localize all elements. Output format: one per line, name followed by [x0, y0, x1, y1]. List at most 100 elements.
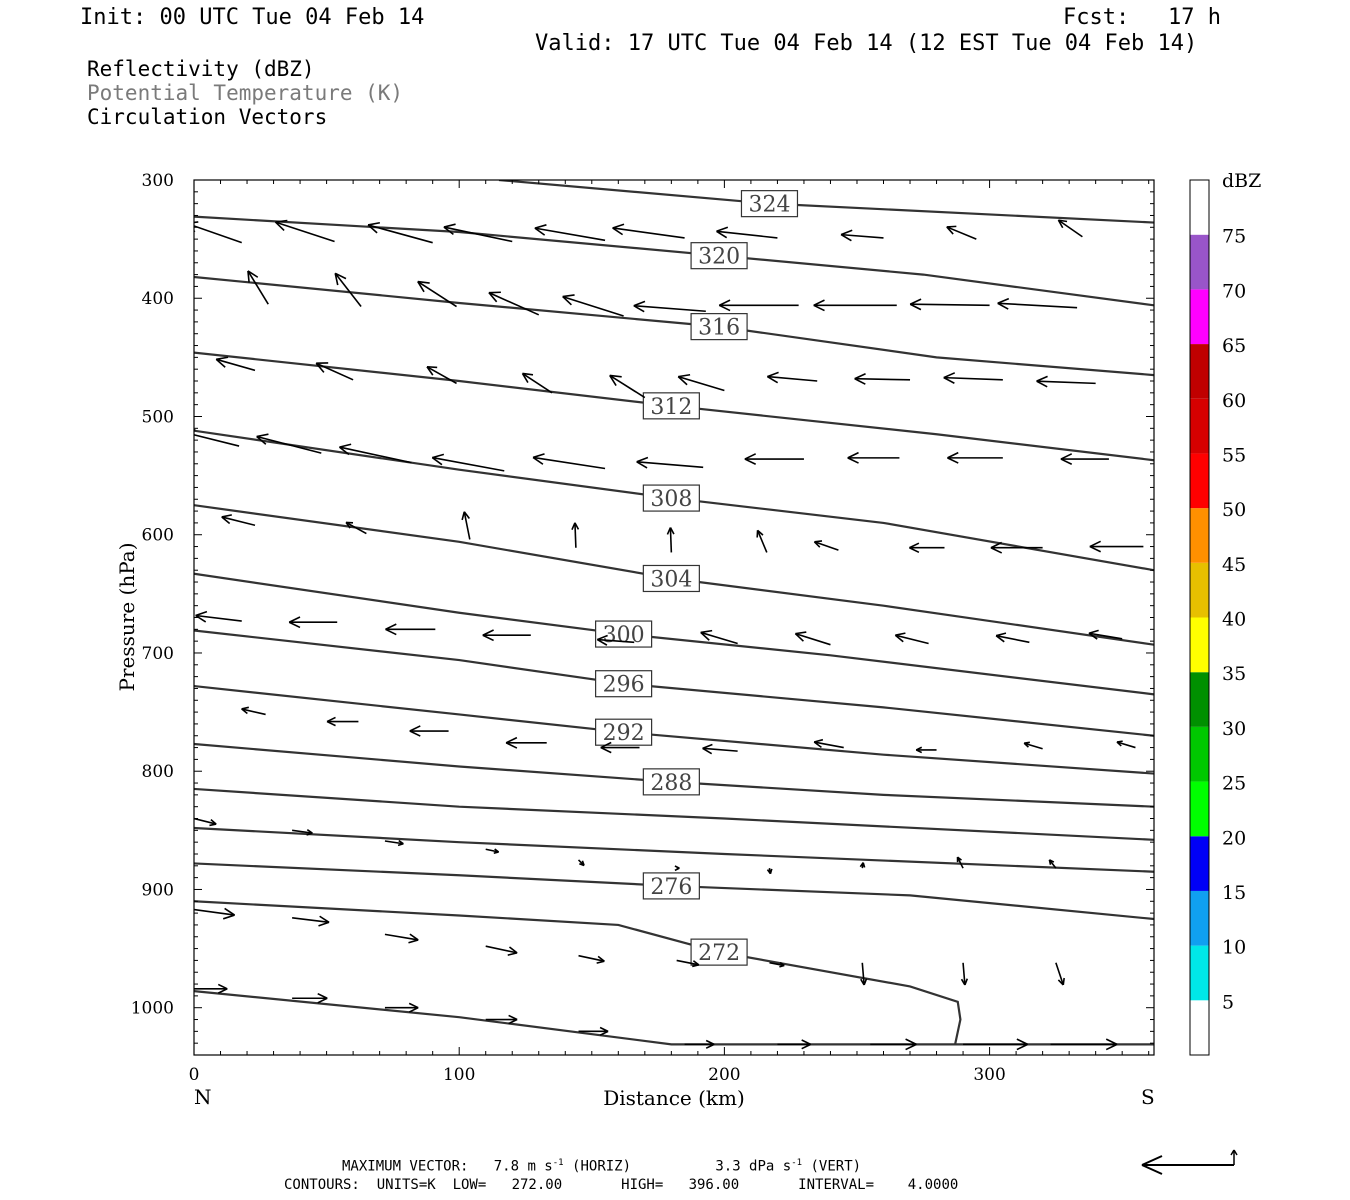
theta-contour — [194, 275, 1154, 377]
contour-label-box — [595, 620, 653, 648]
colorbar-level-label: 35 — [1222, 663, 1246, 685]
colorbar-segment — [1190, 234, 1209, 290]
contour-label-box — [595, 718, 653, 746]
circulation-vector — [443, 223, 513, 243]
colorbar-level-label: 15 — [1222, 882, 1246, 904]
colorbar-segment — [1190, 945, 1209, 1001]
y-tick-label: 1000 — [131, 999, 174, 1019]
axes: 300 400 500 600 700 800 900 1000 0 100 200 300 — [131, 171, 1155, 1085]
max-vector-label: MAXIMUM VECTOR: — [342, 1158, 469, 1175]
y-tick-label: 400 — [142, 289, 174, 309]
contour-label: 316 — [698, 316, 740, 341]
circulation-vector — [338, 443, 412, 464]
circulation-vector — [870, 1038, 917, 1051]
contour-info-line: CONTOURS: UNITS=K LOW= 272.00 HIGH= 396.… — [284, 1177, 959, 1193]
circulation-vector — [674, 865, 680, 872]
field-circulation-vectors: Circulation Vectors — [87, 105, 328, 129]
contour-label: 312 — [650, 395, 692, 420]
circulation-vector — [385, 623, 436, 636]
circulation-vector — [859, 862, 866, 869]
contour-label: 324 — [748, 193, 790, 218]
x-tick-label: 100 — [443, 1065, 475, 1085]
circulation-vector — [700, 629, 738, 645]
circulation-vector — [813, 540, 839, 551]
theta-contour — [194, 826, 1154, 873]
colorbar-segment — [1190, 562, 1209, 618]
circulation-vector — [702, 743, 738, 755]
circulation-vector — [963, 1038, 1029, 1051]
x-tick-label: 0 — [189, 1065, 200, 1085]
colorbar-segment — [1190, 1000, 1209, 1055]
circulation-vector — [813, 299, 897, 312]
colorbar-level-label: 10 — [1222, 937, 1246, 959]
field-potential-temperature: Potential Temperature (K) — [87, 81, 404, 105]
theta-contour — [194, 684, 1154, 775]
contour-label: 288 — [650, 771, 692, 796]
circulation-vector — [943, 372, 1003, 384]
colorbar-level-label: 50 — [1222, 499, 1246, 521]
colorbar-segment — [1190, 344, 1209, 399]
circulation-vector — [1036, 375, 1096, 388]
circulation-vector — [894, 632, 929, 645]
circulation-vector — [485, 945, 518, 956]
circulation-vector — [292, 829, 313, 836]
circulation-vector — [461, 511, 471, 540]
contour-label-box — [690, 242, 748, 270]
circulation-vector — [194, 983, 228, 994]
y-tick-label: 700 — [142, 644, 174, 664]
circulation-vector — [1048, 859, 1057, 869]
circulation-vector — [1057, 219, 1083, 238]
colorbar-title: dBZ — [1222, 170, 1261, 192]
circulation-vector — [345, 521, 367, 535]
y-tick-label: 500 — [142, 407, 174, 427]
y-tick-label: 600 — [142, 526, 174, 546]
circulation-vector — [417, 280, 457, 308]
contour-label-box — [740, 190, 799, 218]
circulation-vector — [915, 746, 937, 754]
circulation-vector — [854, 372, 911, 385]
max-horiz-exp: -1 — [552, 1158, 564, 1168]
circulation-vector — [532, 453, 606, 470]
contour-label: 320 — [698, 245, 740, 270]
colorbar-segment — [1190, 453, 1209, 509]
circulation-vector — [577, 859, 585, 867]
contour-label: 292 — [603, 721, 645, 746]
circulation-vector — [1050, 1038, 1118, 1051]
circulation-vector — [274, 219, 335, 243]
circulation-vector — [241, 706, 266, 716]
colorbar-segment — [1190, 289, 1209, 345]
circulation-vector — [194, 428, 240, 447]
colorbar-level-label: 30 — [1222, 718, 1246, 740]
contour-label-box — [642, 768, 700, 796]
max-vector-line: MAXIMUM VECTOR: 7.8 m s-1 (HORIZ) 3.3 dP… — [342, 1158, 861, 1175]
plot-frame — [193, 179, 1155, 1056]
circulation-vector — [485, 848, 500, 854]
circulation-vector — [288, 616, 338, 629]
contour-label-box — [642, 564, 700, 593]
circulation-vector — [256, 433, 322, 454]
circulation-vector — [326, 716, 359, 727]
circulation-vector — [1055, 962, 1065, 986]
forecast-hour-value: 17 h — [1168, 5, 1221, 30]
south-end-label: S — [1141, 1085, 1155, 1109]
theta-contour — [194, 990, 1154, 1046]
field-reflectivity: Reflectivity (dBZ) — [87, 57, 315, 81]
circulation-vector — [578, 954, 605, 964]
colorbar-segment — [1190, 508, 1209, 563]
contour-label-box — [690, 313, 748, 341]
contour-label: 304 — [650, 567, 692, 592]
colorbar-level-label: 65 — [1222, 335, 1246, 357]
circulation-vector — [676, 959, 700, 968]
circulation-vector — [716, 226, 778, 239]
colorbar-level-label: 70 — [1222, 280, 1246, 302]
colorbar-segment — [1190, 726, 1209, 782]
circulation-vector — [215, 356, 256, 372]
colorbar-segment — [1190, 617, 1209, 673]
circulation-vector — [718, 299, 799, 312]
colorbar-segment — [1190, 180, 1209, 235]
circulation-vector — [947, 451, 1003, 464]
init-time: Init: 00 UTC Tue 04 Feb 14 — [80, 5, 425, 30]
circulation-vector — [840, 229, 884, 242]
